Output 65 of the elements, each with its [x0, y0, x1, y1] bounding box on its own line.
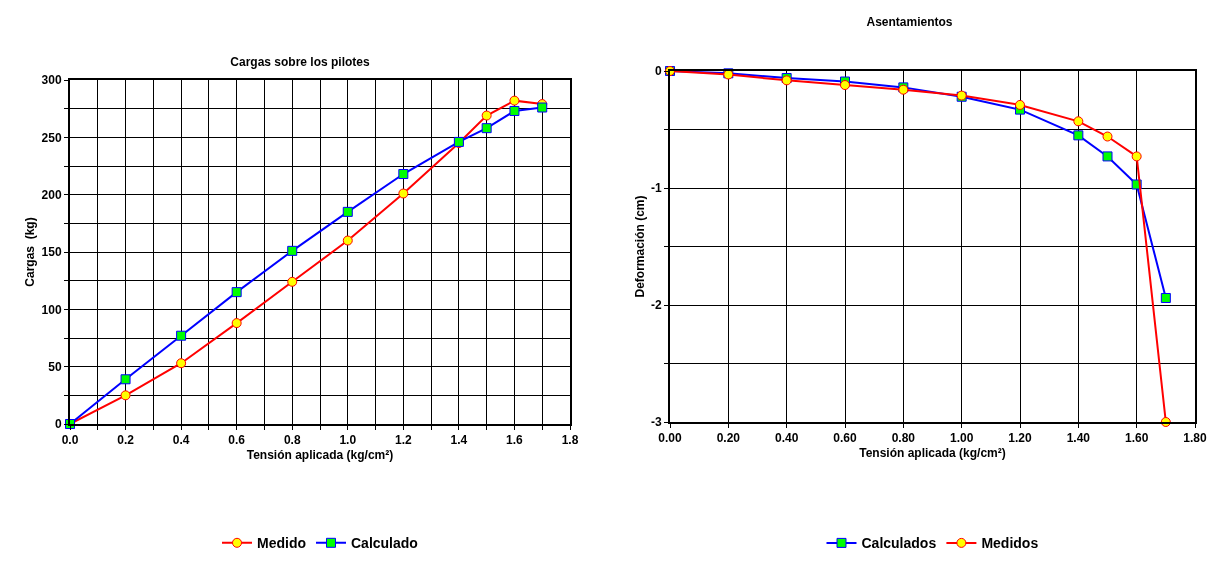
y-tick-label: -1: [650, 181, 662, 196]
point: [176, 358, 187, 369]
legend-label: Calculados: [861, 535, 937, 552]
point: [481, 123, 492, 134]
x-tick-label: 1.80: [1183, 431, 1207, 446]
x-tick-label: 1.20: [1008, 431, 1032, 446]
chart-title: Cargas sobre los pilotes: [230, 54, 371, 69]
y-axis-title: Cargas (kg): [23, 217, 38, 287]
point: [840, 80, 850, 91]
legend-label: Medido: [257, 535, 306, 552]
x-tick-label: 0.60: [833, 431, 857, 446]
x-axis-title: Tensión aplicada (kg/cm²): [246, 447, 394, 462]
y-tick-label: 150: [41, 245, 62, 260]
point: [509, 95, 520, 106]
point: [1015, 99, 1025, 110]
point: [1073, 116, 1084, 127]
y-tick-label: 200: [41, 187, 62, 202]
y-tick-label: 250: [41, 130, 62, 145]
x-tick-label: 0.20: [716, 431, 741, 446]
point: [1131, 151, 1142, 162]
point: [231, 287, 242, 298]
point: [342, 235, 353, 246]
point: [120, 374, 131, 385]
point: [120, 390, 131, 401]
x-tick-label: 1.4: [450, 433, 468, 448]
point: [481, 110, 492, 121]
x-tick-label: 0.2: [117, 433, 135, 448]
y-axis-title: Deformación (cm): [632, 195, 647, 298]
point: [231, 318, 242, 329]
point: [1073, 130, 1084, 141]
chart-title: Asentamientos: [866, 14, 953, 29]
x-axis-title: Tensión aplicada (kg/cm²): [859, 445, 1006, 460]
point: [1102, 131, 1113, 142]
y-tick-label: 300: [41, 73, 62, 88]
x-tick-label: 1.6: [506, 433, 524, 448]
x-tick-label: 0.8: [283, 433, 301, 448]
legend-label: Calculado: [351, 535, 418, 552]
point: [398, 169, 409, 180]
y-tick-label: 100: [41, 302, 62, 317]
point: [1102, 151, 1113, 162]
point: [176, 330, 187, 341]
x-tick-label: 0.4: [172, 433, 190, 448]
x-tick-label: 1.8: [561, 433, 579, 448]
x-tick-label: 0.40: [774, 431, 799, 446]
y-tick-label: -3: [650, 415, 662, 430]
x-tick-label: 1.0: [339, 433, 357, 448]
point: [287, 276, 298, 287]
x-tick-label: 0.0: [61, 433, 79, 448]
x-tick-label: 0.00: [658, 431, 682, 446]
point: [398, 188, 409, 199]
y-tick-label: 0: [654, 64, 662, 79]
x-tick-label: 0.6: [228, 433, 246, 448]
point: [342, 206, 353, 217]
x-tick-label: 1.40: [1066, 431, 1091, 446]
point: [1160, 292, 1171, 303]
y-tick-label: -2: [650, 298, 662, 313]
x-tick-label: 0.80: [891, 431, 916, 446]
x-tick-label: 1.00: [949, 431, 974, 446]
y-tick-label: 0: [54, 417, 62, 432]
point: [509, 105, 520, 116]
x-tick-label: 1.2: [394, 433, 412, 448]
y-tick-label: 50: [48, 359, 62, 374]
legend-label: Medidos: [981, 535, 1039, 552]
point: [287, 245, 298, 256]
x-tick-label: 1.60: [1124, 431, 1149, 446]
